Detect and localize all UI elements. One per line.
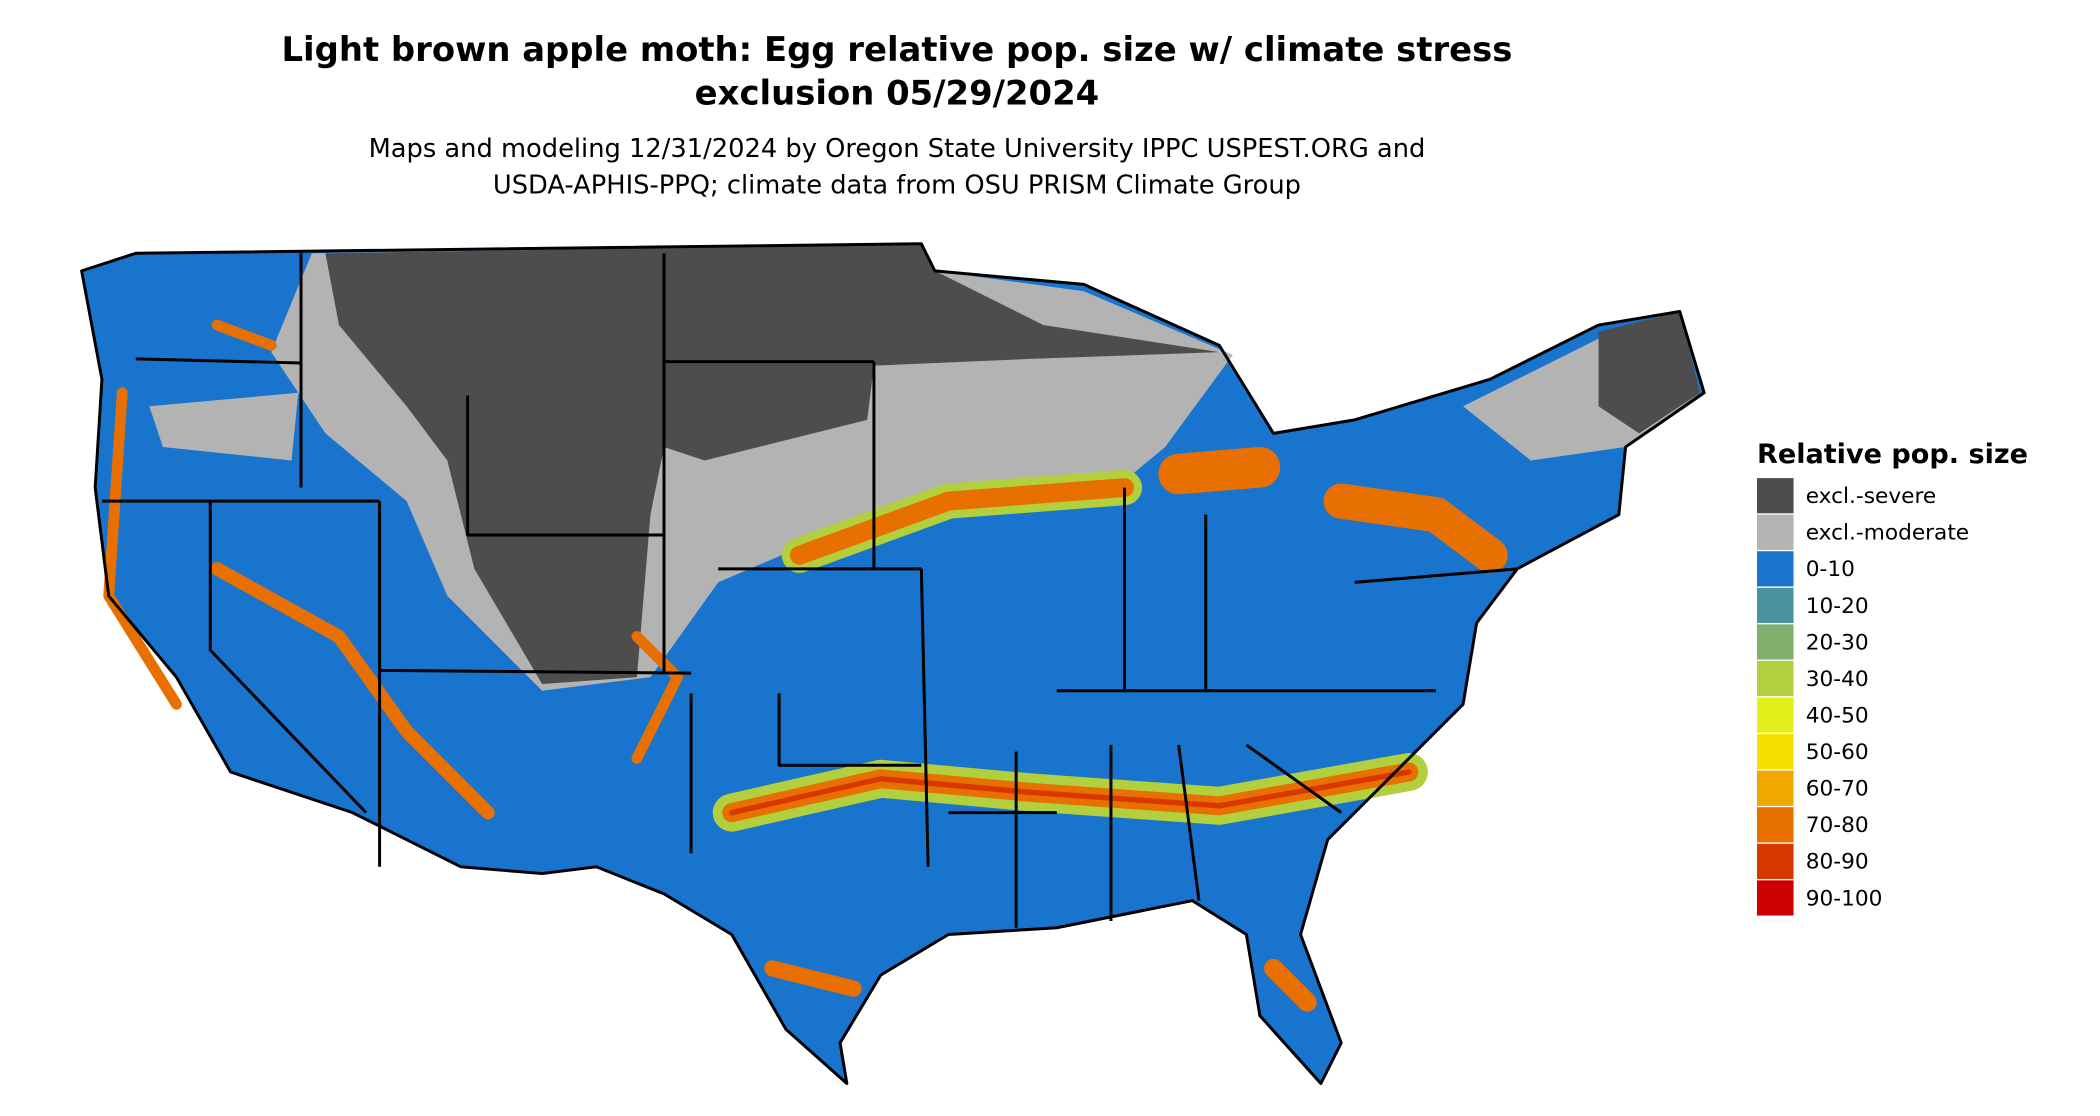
legend-swatch	[1756, 551, 1794, 587]
legend-label: 90-100	[1806, 886, 1883, 911]
legend-label: 0-10	[1806, 557, 1855, 582]
title-line: Light brown apple moth: Egg relative pop…	[281, 30, 1512, 69]
band	[210, 562, 495, 820]
excl-severe-area	[1598, 311, 1701, 434]
legend-swatch	[1756, 478, 1794, 514]
legend-swatch	[1756, 843, 1794, 879]
legend-swatch	[1756, 770, 1794, 806]
legend-swatch	[1756, 514, 1794, 550]
excl-moderate-area	[149, 314, 1701, 461]
title-line: exclusion 05/29/2024	[695, 73, 1100, 112]
suitability-bands	[103, 319, 1508, 1012]
legend-title: Relative pop. size	[1757, 439, 2028, 470]
state-borders	[80, 242, 1706, 1085]
us-map	[80, 242, 1706, 1085]
legend-label: 20-30	[1806, 630, 1869, 655]
legend-swatch	[1756, 880, 1794, 916]
band	[1323, 483, 1508, 573]
legend-label: 40-50	[1806, 703, 1869, 728]
legend-label: 70-80	[1806, 813, 1869, 838]
legend-label: 30-40	[1806, 667, 1869, 692]
legend-swatch	[1756, 734, 1794, 770]
legend-swatch	[1756, 807, 1794, 843]
legend: Relative pop. size excl.-severe excl.-mod…	[1756, 439, 2028, 916]
legend-label: 50-60	[1806, 740, 1869, 765]
subtitle-line: USDA-APHIS-PPQ; climate data from OSU PR…	[493, 171, 1301, 201]
band	[211, 319, 277, 351]
legend-swatch	[1756, 697, 1794, 733]
band	[631, 631, 683, 764]
legend-label: excl.-moderate	[1806, 521, 1969, 546]
excl-severe-area	[325, 243, 1220, 684]
legend-label: 80-90	[1806, 850, 1869, 875]
band	[1158, 446, 1281, 495]
band	[789, 478, 1134, 565]
band	[764, 960, 862, 997]
legend-label: 60-70	[1806, 777, 1869, 802]
legend-label: 10-20	[1806, 594, 1869, 619]
subtitle-line: Maps and modeling 12/31/2024 by Oregon S…	[369, 134, 1426, 164]
legend-swatch	[1756, 587, 1794, 624]
legend-swatch	[1756, 624, 1794, 660]
band	[729, 769, 1412, 816]
legend-label: excl.-severe	[1806, 484, 1937, 509]
band	[1263, 958, 1317, 1012]
legend-swatch	[1756, 660, 1794, 697]
